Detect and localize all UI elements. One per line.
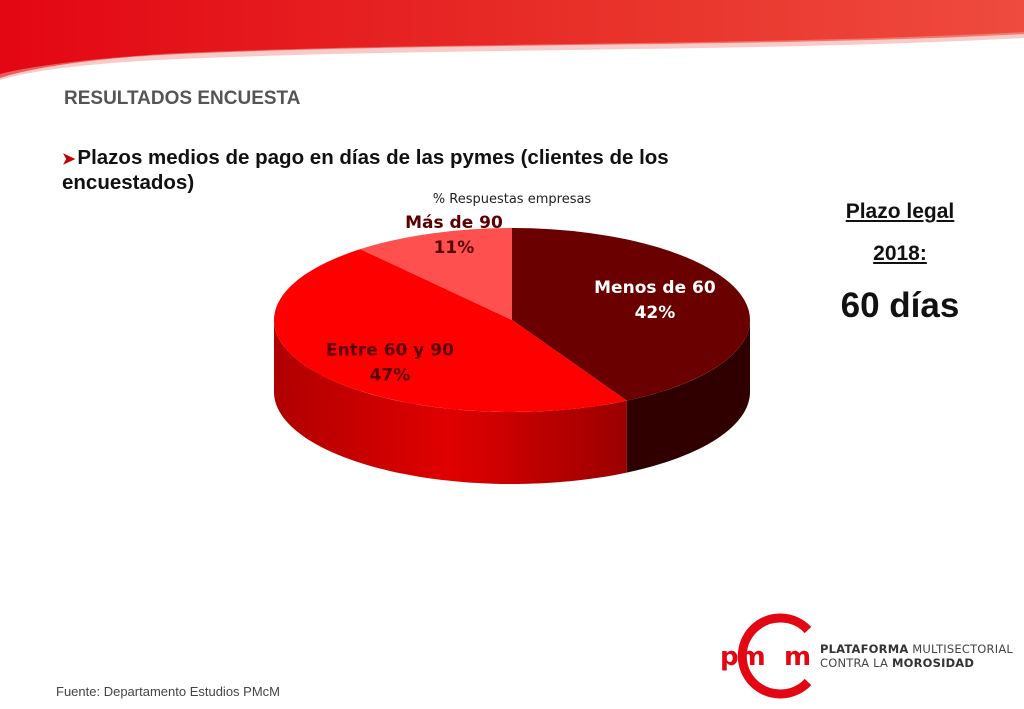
source-note: Fuente: Departamento Estudios PMcM (56, 684, 280, 699)
pie-slice-0 (512, 228, 750, 401)
slice-value-2: 11% (434, 238, 475, 258)
slice-label-1: Entre 60 y 90 (326, 340, 454, 360)
slice-value-1: 47% (370, 365, 411, 385)
chart-title: % Respuestas empresas (432, 192, 592, 207)
pie-slices (274, 228, 750, 412)
bullet-point: ➤Plazos medios de pago en días de las py… (62, 146, 782, 195)
svg-text:pm: pm (720, 642, 766, 672)
legal-term-year: 2018: (873, 242, 927, 265)
pmcm-logo: pm m PLATAFORMA MULTISECTORIAL CONTRA LA… (714, 610, 1014, 700)
pie-slice-1 (274, 249, 627, 412)
section-heading: RESULTADOS ENCUESTA (64, 88, 301, 109)
pie-depth-0 (626, 320, 750, 473)
pie-labels: Menos de 60 42% Entre 60 y 90 47% Más de 90 1… (326, 213, 716, 385)
slice-label-0: Menos de 60 (594, 278, 716, 298)
pie-slice-2 (360, 228, 512, 320)
slice-value-0: 42% (635, 303, 676, 323)
logo-line-1: PLATAFORMA MULTISECTORIAL (820, 642, 1014, 656)
bullet-text: Plazos medios de pago en días de las pym… (62, 146, 669, 194)
pmcm-logo-mark: pm m (720, 613, 812, 699)
header-banner (0, 0, 1024, 80)
logo-line-2: CONTRA LA MOROSIDAD (820, 656, 975, 670)
legal-term-box: Plazo legal 2018: 60 días (810, 200, 990, 326)
legal-term-value: 60 días (840, 286, 960, 325)
pie-depth-1 (274, 320, 627, 485)
pie-depth (274, 320, 750, 485)
svg-text:m: m (784, 642, 811, 672)
slice-label-2: Más de 90 (405, 213, 503, 233)
arrow-bullet-icon: ➤ (62, 151, 76, 168)
legal-term-label: Plazo legal (845, 200, 955, 223)
